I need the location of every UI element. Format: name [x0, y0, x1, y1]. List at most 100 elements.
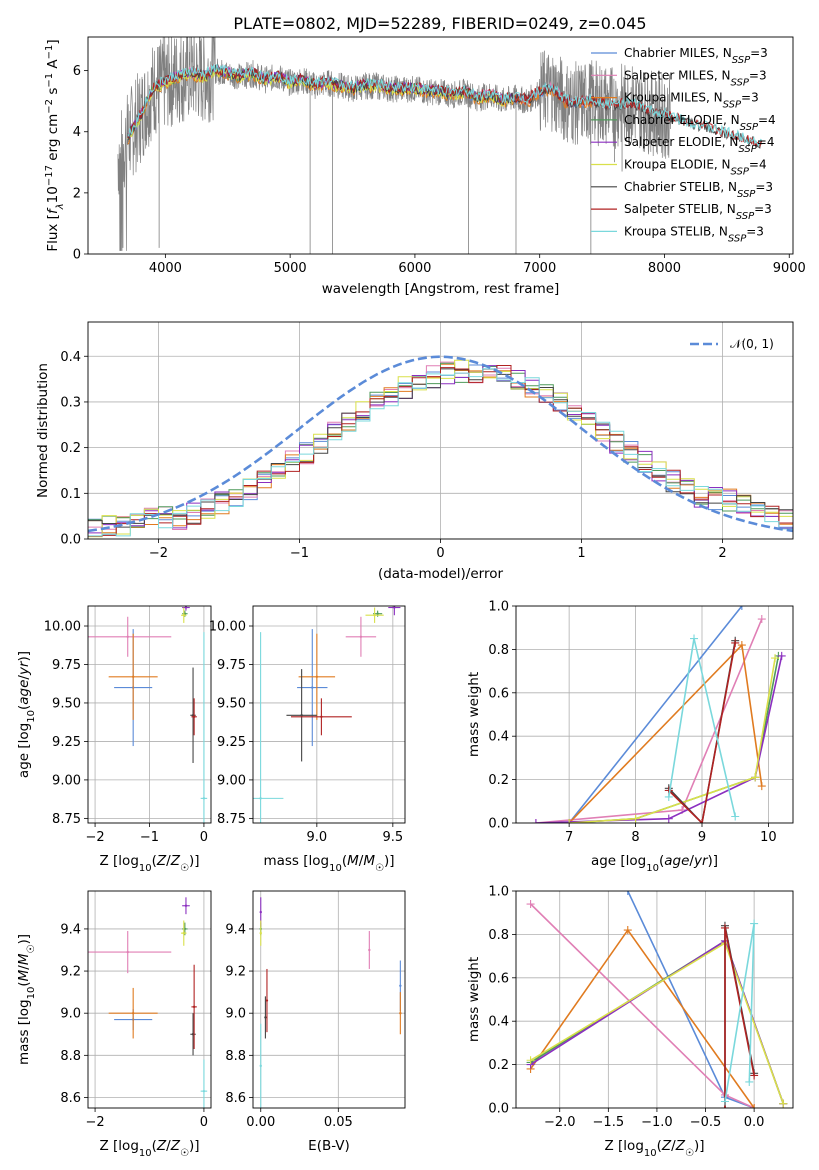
figure-title: PLATE=0802, MJD=52289, FIBERID=0249, z=0… — [233, 14, 646, 33]
weight-marker — [750, 1071, 759, 1080]
x-tick-label: 5000 — [274, 261, 307, 276]
y-tick-label: 0.2 — [60, 441, 81, 456]
data-point-4 — [393, 606, 396, 609]
label-part: 10 — [26, 987, 37, 1000]
weight-marker — [623, 926, 632, 935]
label-part: Chabrier MILES, N — [624, 46, 732, 60]
plot-area — [88, 606, 211, 823]
label-part: f — [45, 207, 61, 214]
weight-marker — [737, 641, 746, 650]
model-line-7 — [127, 64, 763, 147]
axes-frame — [515, 890, 794, 1109]
y-tick-label: 8.8 — [60, 1049, 81, 1064]
data-point-6 — [300, 714, 303, 717]
legend-entry: Kroupa STELIB, NSSP=3 — [624, 224, 764, 244]
y-tick-label: 0 — [73, 248, 81, 263]
label-part: SSP — [737, 188, 756, 199]
y-tick-label: 8.6 — [60, 1091, 81, 1106]
data-point-5 — [182, 931, 185, 935]
label-part: Salpeter ELODIE, N — [624, 135, 738, 149]
axes-frame — [252, 890, 406, 1109]
y-tick-label: 9.50 — [217, 696, 246, 711]
plot-area — [88, 322, 793, 539]
weight-marker — [771, 654, 780, 663]
weight-marker — [664, 792, 673, 801]
x-tick-label: −2 — [85, 830, 104, 845]
data-point-8 — [259, 797, 262, 800]
label-part: Z [log — [605, 1138, 644, 1154]
x-tick-label: −1 — [290, 546, 309, 561]
y-tick-label: 9.0 — [60, 1007, 81, 1022]
label-part: mass [log — [263, 853, 329, 869]
y-axis-label: mass weight — [466, 957, 482, 1042]
y-tick-label: 0.6 — [488, 971, 509, 986]
label-part: ] — [45, 39, 61, 44]
x-tick-label: 9 — [698, 830, 706, 845]
weight-marker — [751, 773, 760, 782]
label-part: age [log — [591, 853, 646, 869]
label-part: −17 — [44, 165, 55, 186]
label-part: Kroupa MILES, N — [624, 91, 723, 105]
label-part: age — [16, 680, 32, 705]
label-part: =3 — [741, 91, 759, 105]
x-axis-label: E(B-V) — [308, 1138, 350, 1154]
observed-spectrum — [117, 37, 672, 251]
panel-mass_vs_Z: −2 08.68.89.09.29.4Z [log10(Z/Z☉)]mass [l… — [16, 890, 212, 1159]
x-axis-label: (data-model)/error — [378, 566, 504, 582]
label-part: )] — [694, 1138, 705, 1154]
label-part: Z — [675, 1138, 686, 1154]
label-part: SSP — [736, 211, 755, 222]
weight-marker — [690, 634, 699, 643]
y-tick-label: 9.4 — [225, 922, 246, 937]
label-part: )] — [16, 651, 32, 662]
x-tick-label: −2 — [149, 546, 168, 561]
weight-marker — [757, 615, 766, 624]
label-part: ( — [657, 1138, 662, 1154]
y-tick-label: 9.00 — [52, 773, 81, 788]
label-part: s — [45, 88, 61, 99]
x-tick-label: −2.0 — [544, 1115, 576, 1130]
weight-line-2 — [529, 928, 755, 1108]
label-part: 10 — [139, 863, 152, 874]
weight-marker — [745, 1077, 754, 1086]
label-part: mass [log — [16, 999, 32, 1065]
y-tick-label: 9.0 — [225, 1007, 246, 1022]
x-tick-label: 0 — [200, 1115, 208, 1130]
label-part: / — [671, 1138, 676, 1154]
y-tick-label: 0.3 — [60, 395, 81, 410]
label-part: yr — [693, 853, 709, 869]
x-tick-label: −2 — [85, 1115, 104, 1130]
label-part: yr — [16, 660, 32, 676]
x-axis-label: age [log10(age/yr)] — [591, 853, 718, 874]
weight-marker — [664, 814, 673, 823]
label-part: / — [359, 853, 364, 869]
x-tick-label: 9000 — [773, 261, 806, 276]
legend-entry: 𝒩(0, 1) — [730, 337, 774, 351]
residual-histogram-7 — [88, 365, 793, 537]
x-axis-label: Z [log10(Z/Z☉)] — [100, 853, 200, 874]
data-point-7 — [320, 715, 323, 719]
weight-marker — [565, 819, 574, 823]
weight-marker — [731, 812, 740, 821]
y-tick-label: 9.2 — [225, 965, 246, 980]
y-tick-label: 1.0 — [488, 885, 509, 900]
y-tick-label: 0.1 — [60, 487, 81, 502]
y-axis-label: age [log10(age/yr)] — [16, 651, 37, 778]
label-part: 10 — [139, 1148, 152, 1159]
label-part: SSP — [731, 77, 750, 88]
legend-entry: Chabrier ELODIE, NSSP=4 — [624, 113, 776, 132]
x-tick-label: 0 — [200, 830, 208, 845]
data-point-8 — [202, 1089, 206, 1093]
label-part: =3 — [750, 46, 768, 60]
weight-marker — [697, 819, 706, 823]
data-point-2 — [131, 1011, 135, 1015]
weight-line-4 — [535, 655, 783, 823]
data-point-7 — [192, 1005, 196, 1009]
label-part: age — [664, 853, 689, 869]
y-tick-label: 2 — [73, 186, 81, 201]
label-part: M — [16, 953, 32, 965]
label-part: Salpeter STELIB, N — [624, 202, 736, 216]
y-tick-label: 0.0 — [488, 817, 509, 832]
